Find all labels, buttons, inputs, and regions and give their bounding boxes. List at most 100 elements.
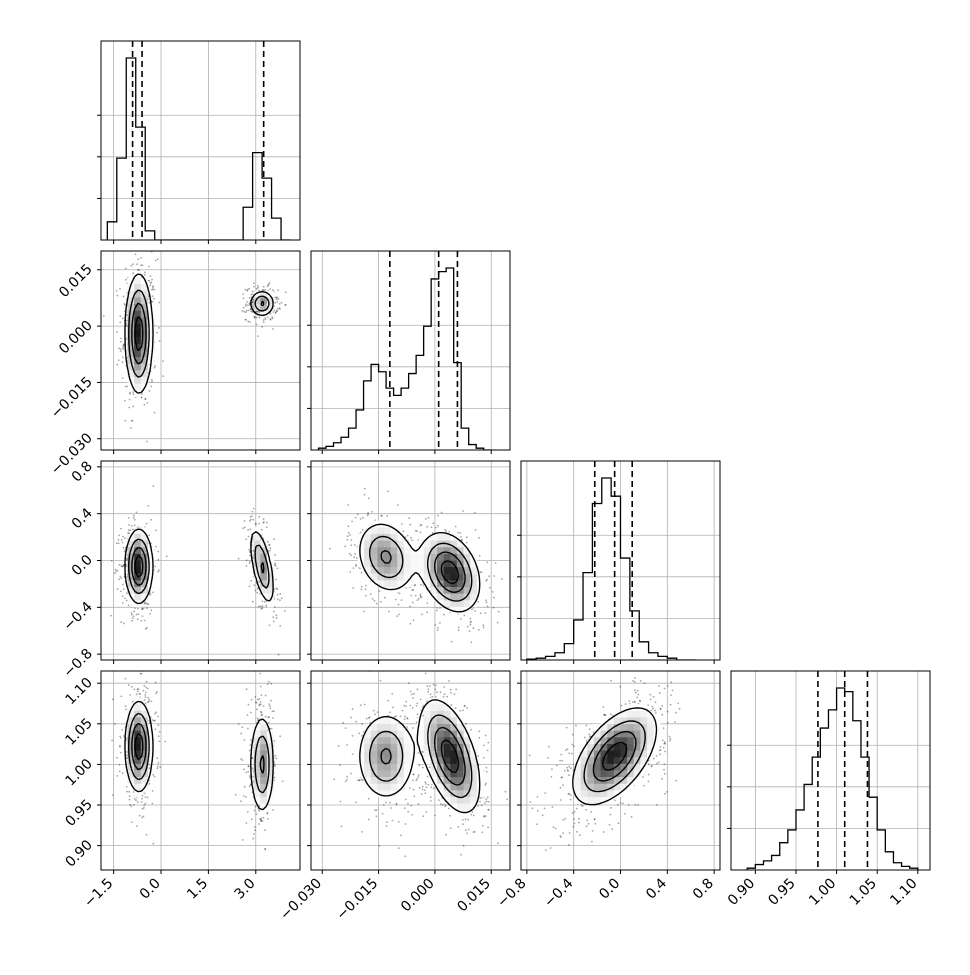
sample-point [365, 585, 367, 587]
sample-point [256, 813, 258, 815]
sample-point [272, 717, 274, 719]
sample-point [429, 685, 431, 687]
density-cell [404, 554, 411, 561]
sample-point [417, 688, 419, 690]
sample-point [273, 611, 275, 613]
sample-point [278, 298, 280, 300]
sample-point [119, 322, 121, 324]
density-cell [470, 790, 477, 797]
density-cell [404, 547, 411, 554]
sample-point [119, 764, 121, 766]
sample-point [449, 815, 451, 817]
sample-point [434, 815, 436, 817]
sample-point [455, 689, 457, 691]
sample-point [493, 597, 495, 599]
sample-point [485, 599, 487, 601]
sample-point [277, 297, 279, 299]
sample-point [124, 598, 126, 600]
density-cell [391, 561, 398, 568]
density-cell [391, 757, 398, 764]
sample-point [422, 767, 424, 769]
sample-point [462, 510, 464, 512]
sample-point [430, 796, 432, 798]
sample-point [154, 365, 156, 367]
sample-point [158, 735, 160, 737]
sample-point [246, 310, 248, 312]
sample-point [345, 781, 347, 783]
density-cell [430, 737, 437, 744]
sample-point [152, 790, 154, 792]
sample-point [131, 620, 133, 622]
sample-point [392, 707, 394, 709]
density-cell [477, 574, 484, 581]
density-cell [437, 567, 444, 574]
density-cell [254, 541, 261, 548]
sample-point [429, 766, 431, 768]
sample-point [115, 569, 117, 571]
sample-point [119, 576, 121, 578]
sample-point [138, 269, 140, 271]
density-cell [450, 574, 457, 581]
sample-point [149, 783, 151, 785]
density-cell [404, 751, 411, 758]
sample-point [129, 804, 131, 806]
sample-point [473, 815, 475, 817]
sample-point [368, 717, 370, 719]
sample-point [246, 290, 248, 292]
sample-point [424, 792, 426, 794]
sample-point [346, 539, 348, 541]
sample-point [257, 335, 259, 337]
density-cell [424, 711, 431, 718]
sample-point [462, 710, 464, 712]
sample-point [159, 340, 161, 342]
sample-point [245, 311, 247, 313]
sample-point [365, 595, 367, 597]
sample-point [124, 537, 126, 539]
sample-point [446, 696, 448, 698]
sample-point [245, 772, 247, 774]
sample-point [457, 532, 459, 534]
sample-point [244, 527, 246, 529]
sample-point [144, 694, 146, 696]
sample-point [398, 847, 400, 849]
sample-point [136, 825, 138, 827]
sample-point [347, 535, 349, 537]
sample-point [483, 757, 485, 759]
sample-point [144, 272, 146, 274]
sample-point [277, 289, 279, 291]
density-cell [437, 534, 444, 541]
sample-point [275, 614, 277, 616]
sample-point [421, 793, 423, 795]
sample-point [243, 297, 245, 299]
sample-point [285, 291, 287, 293]
sample-point [329, 548, 331, 550]
y-tick-label: −0.4 [60, 599, 95, 634]
sample-point [498, 611, 500, 613]
sample-point [379, 590, 381, 592]
sample-point [153, 298, 155, 300]
sample-point [579, 834, 581, 836]
sample-point [363, 611, 365, 613]
sample-point [149, 613, 151, 615]
sample-point [132, 263, 134, 265]
sample-point [141, 608, 143, 610]
sample-point [454, 693, 456, 695]
sample-point [155, 546, 157, 548]
sample-point [353, 556, 355, 558]
sample-point [361, 735, 363, 737]
sample-point [428, 688, 430, 690]
sample-point [370, 593, 372, 595]
sample-point [132, 701, 134, 703]
sample-point [361, 586, 363, 588]
sample-point [352, 708, 354, 710]
sample-point [470, 624, 472, 626]
density-cell [377, 547, 384, 554]
sample-point [358, 733, 360, 735]
sample-point [128, 517, 130, 519]
sample-point [412, 780, 414, 782]
sample-point [248, 704, 250, 706]
density-cell [384, 737, 391, 744]
sample-point [352, 753, 354, 755]
sample-point [152, 295, 154, 297]
density-cell [377, 527, 384, 534]
